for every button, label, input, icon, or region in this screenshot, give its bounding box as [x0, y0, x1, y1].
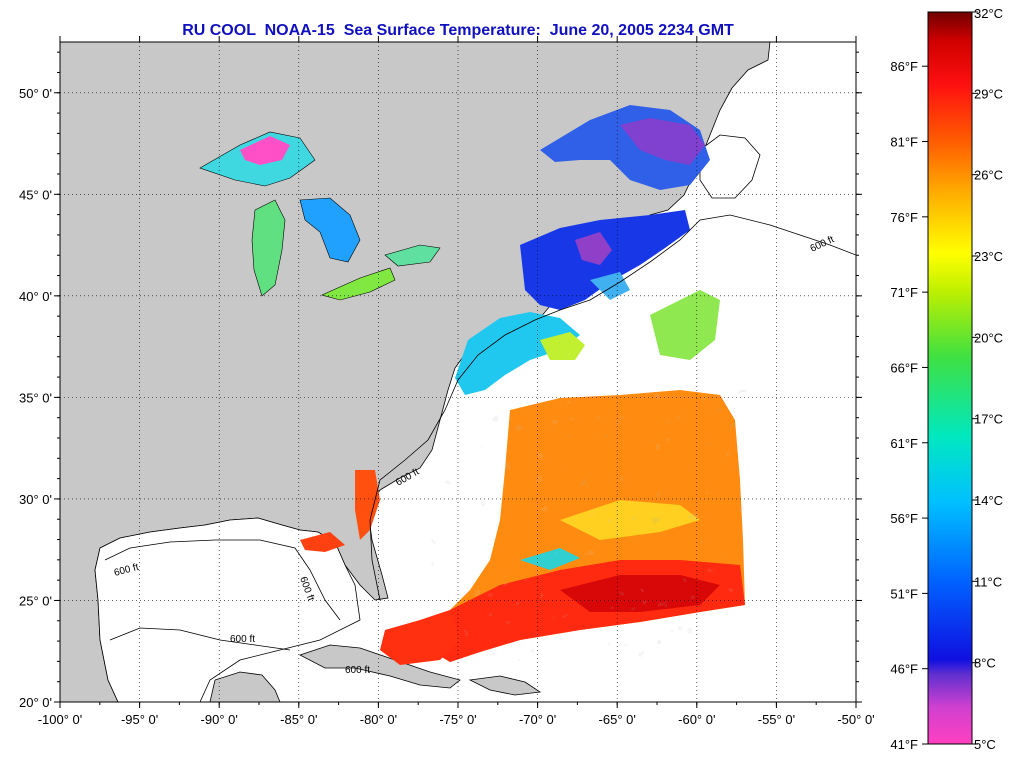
hispaniola-land [468, 675, 542, 696]
colorbar-celsius-label: 29°C [974, 86, 1003, 101]
colorbar-fahrenheit-label: 41°F [890, 737, 918, 752]
sst-georgia-shelf [355, 470, 380, 540]
colorbar-fahrenheit-labels: 86°F 81°F 76°F 71°F 66°F 61°F 56°F 51°F 46°F 41°F [890, 59, 928, 752]
grid-lines [60, 42, 856, 702]
lake-superior-cold [240, 136, 290, 165]
lon-tick-label: -50° 0' [837, 712, 874, 727]
lon-tick-label: -70° 0' [519, 712, 556, 727]
lake-erie [321, 267, 396, 301]
sst-offshore-green [650, 290, 720, 360]
sst-gulf-of-maine-cold [575, 232, 612, 265]
colorbar-celsius-label: 23°C [974, 249, 1003, 264]
lon-tick-label: -60° 0' [678, 712, 715, 727]
colorbar-fahrenheit-label: 81°F [890, 135, 918, 150]
lat-tick-label: 45° 0' [19, 187, 52, 202]
sst-st-lawrence-cold [620, 118, 705, 165]
lat-tick-label: 50° 0' [19, 86, 52, 101]
sst-florida-gulf [300, 532, 345, 552]
colorbar-celsius-label: 8°C [974, 656, 996, 671]
latitude-axis: 20° 0' 25° 0' 30° 0' 35° 0' 40° 0' 45° 0' 50° … [19, 51, 862, 710]
lat-tick-label: 25° 0' [19, 593, 52, 608]
lat-tick-label: 30° 0' [19, 492, 52, 507]
colorbar-celsius-label: 17°C [974, 412, 1003, 427]
longitude-axis: -100° 0' -95° 0' -90° 0' -85° 0' -80° 0' -75°… [38, 36, 875, 727]
lon-tick-label: -55° 0' [758, 712, 795, 727]
colorbar-fahrenheit-label: 71°F [890, 285, 918, 300]
newfoundland-land [699, 134, 761, 199]
colorbar-celsius-labels: 32°C 29°C 26°C 23°C 20°C 17°C 14°C 11°C 8°C 5°C [972, 6, 1003, 752]
colorbar-fahrenheit-label: 56°F [890, 511, 918, 526]
lon-tick-label: -90° 0' [201, 712, 238, 727]
lon-tick-label: -100° 0' [38, 712, 83, 727]
map-title: RU COOL NOAA-15 Sea Surface Temperature:… [182, 22, 734, 39]
colorbar-fahrenheit-label: 51°F [890, 586, 918, 601]
lon-tick-label: -65° 0' [599, 712, 636, 727]
lat-tick-label: 40° 0' [19, 289, 52, 304]
colorbar-fahrenheit-label: 86°F [890, 59, 918, 74]
lon-tick-label: -75° 0' [439, 712, 476, 727]
colorbar-celsius-label: 26°C [974, 168, 1003, 183]
lake-michigan [251, 199, 286, 297]
lon-tick-label: -85° 0' [280, 712, 317, 727]
sst-mid-atlantic-shelf [455, 312, 580, 395]
lon-tick-label: -95° 0' [121, 712, 158, 727]
colorbar-celsius-label: 11°C [974, 574, 1002, 589]
colorbar-celsius-label: 14°C [974, 493, 1003, 508]
gulf-of-mexico [94, 517, 361, 702]
yucatan-land [209, 671, 281, 702]
colorbar [927, 11, 973, 745]
colorbar-fahrenheit-label: 61°F [890, 436, 918, 451]
lon-tick-label: -80° 0' [360, 712, 397, 727]
sst-offshore-blue [590, 272, 630, 300]
contour-600ft-atlantic [369, 214, 856, 601]
colorbar-fahrenheit-label: 76°F [890, 210, 918, 225]
lat-tick-label: 20° 0' [19, 695, 52, 710]
colorbar-celsius-label: 20°C [974, 330, 1003, 345]
cuba-land [298, 644, 461, 689]
contour-label-gulf-south: 600 ft [230, 634, 255, 645]
colorbar-fahrenheit-label: 66°F [890, 360, 918, 375]
colorbar-celsius-label: 5°C [974, 737, 996, 752]
lake-ontario [384, 244, 441, 267]
colorbar-fahrenheit-label: 46°F [890, 662, 918, 677]
contour-label-cuba: 600 ft [345, 665, 370, 676]
lat-tick-label: 35° 0' [19, 390, 52, 405]
contour-600ft-gulf-inner [109, 627, 291, 651]
sst-gulf-of-maine [520, 210, 690, 310]
contour-600ft-gulf [104, 539, 341, 621]
lake-huron [299, 197, 361, 263]
sst-mid-atlantic-warm [540, 332, 585, 360]
colorbar-celsius-label: 32°C [974, 6, 1003, 21]
sst-speckle [430, 390, 750, 665]
